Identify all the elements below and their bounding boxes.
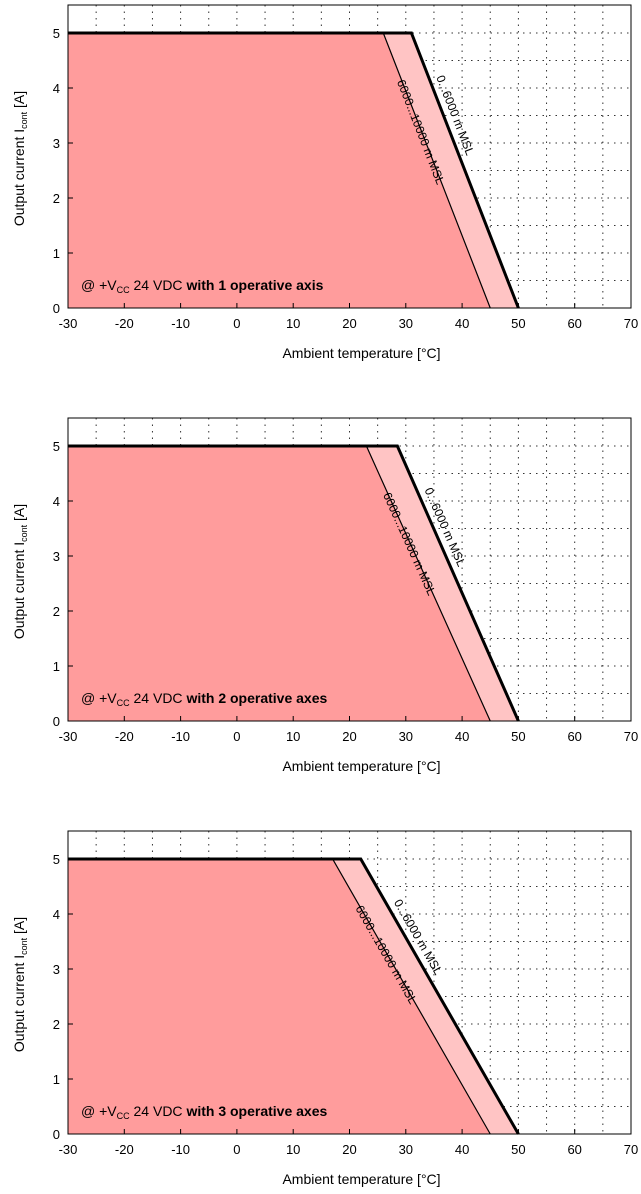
x-tick-label: 0 [233, 316, 240, 331]
derating-chart-2-axes: -30 -20 -10 0 10 20 30 40 50 60 70 0 1 2 3 4 5 Ambient te… [0, 400, 641, 796]
y-tick-label: 0 [53, 301, 60, 316]
x-tick-label: 40 [455, 1142, 469, 1157]
x-tick-label: 70 [624, 316, 638, 331]
y-tick-label: 1 [53, 246, 60, 261]
operating-condition-annotation: @ +VCC 24 VDC with 1 operative axis [81, 277, 324, 295]
operating-condition-annotation: @ +VCC 24 VDC with 2 operative axes [81, 690, 327, 708]
y-tick-label: 3 [53, 549, 60, 564]
series-area-1 [68, 446, 491, 721]
x-tick-label: -20 [115, 729, 134, 744]
x-tick-label: -30 [59, 1142, 78, 1157]
x-tick-label: 70 [624, 729, 638, 744]
x-tick-label: 30 [399, 1142, 413, 1157]
x-tick-label: 60 [567, 729, 581, 744]
derating-chart-1-axis: -30 -20 -10 0 10 20 30 40 50 60 70 0 1 2 3 4 5 Ambient te… [0, 0, 641, 396]
series-line-1 [68, 445, 491, 722]
y-tick-label: 5 [53, 852, 60, 867]
y-tick-label: 2 [53, 1017, 60, 1032]
y-tick-label: 3 [53, 136, 60, 151]
series-line-1 [68, 858, 491, 1135]
x-tick-label: 50 [511, 316, 525, 331]
x-tick-label: 10 [286, 316, 300, 331]
x-axis-label: Ambient temperature [°C] [282, 758, 440, 774]
operating-condition-annotation: @ +VCC 24 VDC with 3 operative axes [81, 1103, 327, 1121]
y-tick-label: 1 [53, 1072, 60, 1087]
x-tick-label: 30 [399, 316, 413, 331]
x-tick-label: 20 [342, 729, 356, 744]
y-tick-label: 5 [53, 26, 60, 41]
x-tick-label: 10 [286, 1142, 300, 1157]
series-area-1 [68, 859, 491, 1134]
x-tick-label: -30 [59, 729, 78, 744]
x-tick-label: -10 [171, 316, 190, 331]
y-axis-label: Output current Icont [A] [11, 917, 29, 1052]
x-tick-label: -30 [59, 316, 78, 331]
series-line-1 [68, 32, 491, 309]
x-tick-label: 50 [511, 729, 525, 744]
series-area-1 [68, 33, 491, 308]
x-tick-label: -10 [171, 729, 190, 744]
x-axis-label: Ambient temperature [°C] [282, 1171, 440, 1187]
x-tick-label: 10 [286, 729, 300, 744]
y-axis-label: Output current Icont [A] [11, 91, 29, 226]
y-tick-label: 1 [53, 659, 60, 674]
x-tick-label: 60 [567, 1142, 581, 1157]
x-tick-label: 0 [233, 1142, 240, 1157]
chart-svg: -30 -20 -10 0 10 20 30 40 50 60 70 0 1 2 3 4 5 Ambient te… [11, 830, 638, 1187]
x-tick-label: 20 [342, 316, 356, 331]
chart-svg: -30 -20 -10 0 10 20 30 40 50 60 70 0 1 2 3 4 5 Ambient te… [11, 4, 638, 361]
x-tick-label: 70 [624, 1142, 638, 1157]
y-tick-label: 2 [53, 191, 60, 206]
y-tick-label: 4 [53, 494, 60, 509]
x-tick-label: 40 [455, 316, 469, 331]
derating-chart-3-axes: -30 -20 -10 0 10 20 30 40 50 60 70 0 1 2 3 4 5 Ambient te… [0, 800, 641, 1189]
y-axis-label: Output current Icont [A] [11, 504, 29, 639]
y-tick-label: 3 [53, 962, 60, 977]
x-tick-label: -20 [115, 1142, 134, 1157]
y-tick-label: 4 [53, 907, 60, 922]
y-tick-label: 2 [53, 604, 60, 619]
y-tick-label: 4 [53, 81, 60, 96]
x-axis-label: Ambient temperature [°C] [282, 345, 440, 361]
y-tick-label: 0 [53, 1127, 60, 1142]
y-tick-label: 0 [53, 714, 60, 729]
x-tick-label: 20 [342, 1142, 356, 1157]
x-tick-label: 50 [511, 1142, 525, 1157]
x-tick-label: 40 [455, 729, 469, 744]
x-tick-label: -20 [115, 316, 134, 331]
x-tick-label: 60 [567, 316, 581, 331]
y-tick-label: 5 [53, 439, 60, 454]
x-tick-label: 30 [399, 729, 413, 744]
x-tick-label: 0 [233, 729, 240, 744]
x-tick-label: -10 [171, 1142, 190, 1157]
chart-svg: -30 -20 -10 0 10 20 30 40 50 60 70 0 1 2 3 4 5 Ambient te… [11, 417, 638, 774]
